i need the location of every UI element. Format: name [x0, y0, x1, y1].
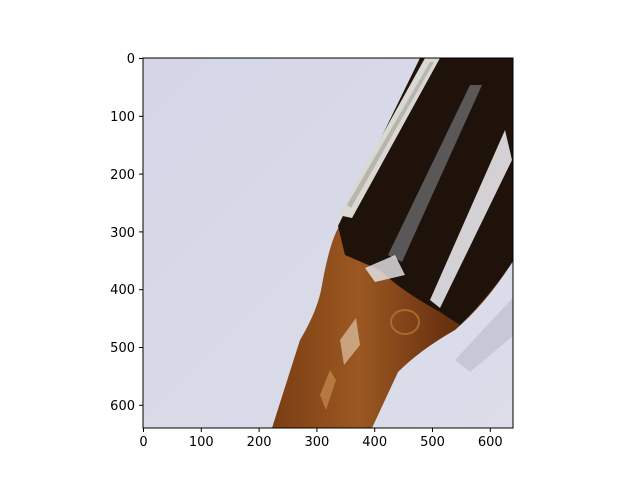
x-tick-label: 500 — [420, 435, 445, 450]
x-tick-label: 0 — [139, 435, 147, 450]
x-tick-label: 100 — [189, 435, 214, 450]
y-tick-label: 200 — [110, 168, 135, 183]
x-tick-label: 200 — [247, 435, 272, 450]
y-tick-label: 300 — [110, 226, 135, 241]
x-tick-label: 400 — [362, 435, 387, 450]
y-tick-label: 400 — [110, 283, 135, 298]
axes-frame — [142, 57, 514, 429]
y-tick-label: 600 — [110, 399, 135, 414]
x-tick-label: 600 — [478, 435, 503, 450]
x-axis — [143, 428, 491, 432]
y-tick-label: 500 — [110, 341, 135, 356]
y-axis — [139, 58, 143, 406]
bottle-photo — [143, 58, 513, 428]
y-tick-label: 0 — [127, 52, 135, 67]
y-tick-label: 100 — [110, 110, 135, 125]
x-tick-label: 300 — [304, 435, 329, 450]
